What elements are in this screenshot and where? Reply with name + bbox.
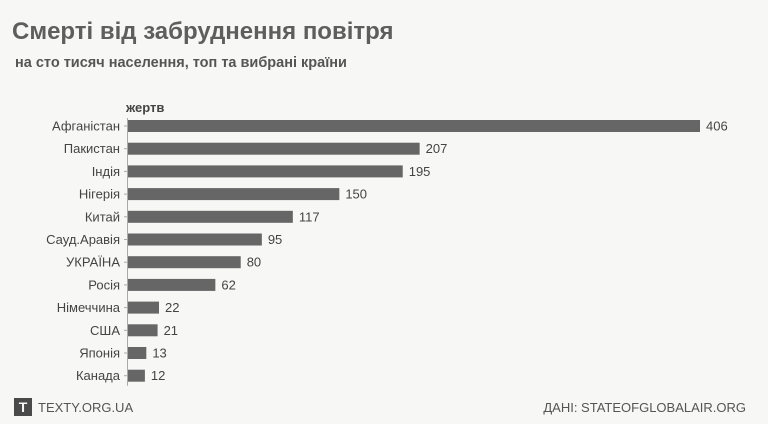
bar bbox=[128, 278, 216, 291]
category-label: Індія bbox=[92, 164, 120, 179]
category-label: Китай bbox=[85, 209, 120, 224]
bar bbox=[128, 120, 700, 132]
value-label: 80 bbox=[247, 255, 261, 270]
bar bbox=[128, 301, 159, 314]
bar bbox=[128, 347, 147, 359]
bar bbox=[128, 233, 262, 246]
value-label: 62 bbox=[221, 277, 235, 292]
bar bbox=[128, 369, 145, 382]
chart-subtitle: на сто тисяч населення, топ та вибрані к… bbox=[15, 55, 347, 71]
bar bbox=[128, 324, 158, 337]
category-label: УКРАЇНА bbox=[66, 255, 120, 270]
category-label: Сауд.Аравія bbox=[46, 232, 120, 247]
category-label: Пакистан bbox=[64, 141, 120, 156]
bar bbox=[128, 142, 420, 155]
category-label: Японія bbox=[79, 346, 120, 361]
footer-source: ДАНІ: STATEOFGLOBALAIR.ORG bbox=[543, 400, 746, 415]
footer-site: TEXTY.ORG.UA bbox=[38, 399, 134, 415]
category-label: США bbox=[90, 323, 120, 338]
category-label: Нігерія bbox=[79, 187, 120, 202]
value-label: 21 bbox=[164, 323, 178, 338]
bar-chart: Афганістан 406 Пакистан 207 Індія 195 Нігерія 1… bbox=[46, 118, 728, 386]
value-label: 12 bbox=[151, 368, 165, 383]
category-label: Канада bbox=[76, 368, 121, 383]
category-label: Росія bbox=[88, 277, 120, 292]
bar bbox=[128, 165, 403, 178]
category-label: Афганістан bbox=[52, 119, 120, 134]
unit-label: жертв bbox=[126, 100, 165, 115]
chart-title: Смерті від забруднення повітря bbox=[12, 18, 394, 45]
value-label: 150 bbox=[345, 187, 367, 202]
bar bbox=[128, 188, 340, 201]
value-label: 13 bbox=[152, 346, 166, 361]
footer-brand: T TEXTY.ORG.UA bbox=[14, 398, 133, 416]
value-label: 117 bbox=[299, 209, 320, 224]
bar bbox=[128, 210, 293, 223]
bar bbox=[128, 256, 241, 269]
value-label: 22 bbox=[165, 300, 179, 315]
texty-logo: T bbox=[14, 398, 32, 416]
value-label: 207 bbox=[426, 141, 448, 156]
value-label: 406 bbox=[706, 119, 728, 134]
value-label: 195 bbox=[409, 164, 431, 179]
category-label: Німеччина bbox=[57, 300, 121, 315]
value-label: 95 bbox=[268, 232, 282, 247]
